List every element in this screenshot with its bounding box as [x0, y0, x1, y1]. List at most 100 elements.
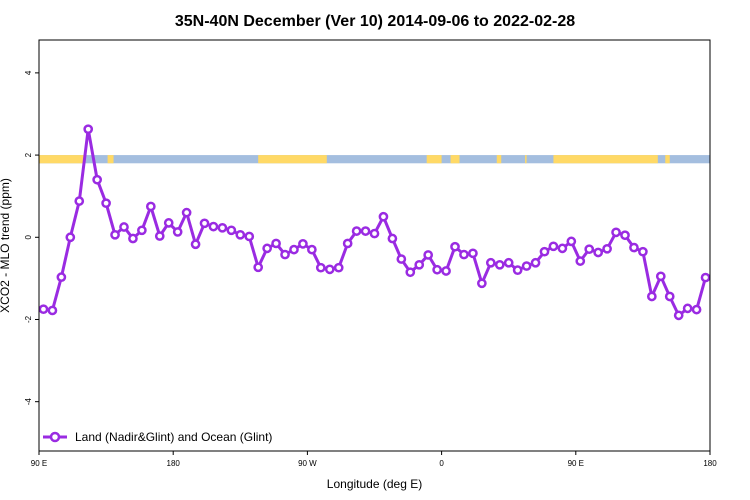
data-point [638, 246, 648, 257]
data-point [65, 232, 76, 243]
data-point [691, 304, 702, 315]
data-point [172, 227, 183, 237]
data-point [163, 218, 174, 228]
x-axis-label: Longitude (deg E) [327, 477, 422, 491]
data-point [414, 259, 425, 270]
data-point [92, 174, 103, 185]
data-point [342, 238, 353, 249]
data-point [423, 250, 434, 260]
data-point [190, 239, 201, 250]
x-tick-label: 90 E [568, 459, 584, 468]
y-tick-label: -4 [24, 398, 33, 406]
data-point [629, 242, 639, 253]
data-point [145, 201, 156, 212]
data-point [700, 272, 711, 283]
data-point [405, 267, 416, 278]
chart-title: 35N-40N December (Ver 10) 2014-09-06 to … [175, 13, 575, 30]
data-point [208, 221, 219, 232]
axes: 90 E 180 90 W 0 90 E 180 -4 -2 0 2 4 [24, 70, 717, 468]
data-point [620, 230, 630, 241]
data-point [602, 243, 612, 254]
data-point [351, 226, 362, 236]
land-band-segment [258, 155, 327, 164]
data-point [128, 233, 138, 244]
data-point [575, 256, 586, 266]
data-point [315, 262, 326, 273]
data-point [262, 243, 272, 254]
data-point [584, 244, 595, 255]
land-ocean-band [39, 155, 710, 164]
legend: Land (Nadir&Glint) and Ocean (Glint) [43, 430, 272, 444]
legend-marker [49, 431, 61, 443]
data-point [154, 231, 165, 241]
data-point [468, 248, 478, 259]
data-point [396, 254, 407, 264]
data-point [47, 305, 58, 316]
data-point [244, 231, 255, 242]
land-band-segment [107, 155, 114, 164]
data-point [477, 278, 487, 289]
data-point [521, 261, 532, 271]
data-point [38, 304, 49, 315]
data-point [494, 259, 505, 270]
land-band-segment [39, 155, 86, 164]
data-point [378, 211, 389, 222]
data-point [199, 218, 210, 229]
data-point [611, 227, 621, 238]
data-point [646, 291, 657, 302]
data-point [324, 264, 335, 275]
legend-label: Land (Nadir&Glint) and Ocean (Glint) [75, 430, 272, 444]
series-layer [38, 124, 711, 321]
data-point [101, 198, 111, 209]
x-tick-label: 180 [703, 459, 717, 468]
data-point [548, 241, 559, 252]
data-point [441, 266, 451, 276]
data-point [512, 265, 523, 276]
x-tick-label: 90 W [298, 459, 317, 468]
data-point [530, 257, 541, 268]
data-point [459, 249, 469, 260]
data-point [673, 310, 684, 321]
data-point [74, 196, 85, 206]
data-point [298, 239, 308, 249]
land-band-segment [426, 155, 442, 164]
data-point [119, 222, 129, 232]
data-point [226, 225, 237, 236]
data-point [83, 124, 94, 135]
y-tick-label: 2 [24, 152, 33, 157]
data-point [110, 229, 120, 240]
data-point [271, 238, 281, 249]
x-tick-label: 0 [439, 459, 444, 468]
land-band-segment [553, 155, 658, 164]
data-point [137, 225, 147, 236]
data-point [566, 236, 577, 247]
ocean-band [39, 155, 710, 164]
y-tick-label: -2 [24, 315, 33, 323]
land-band-segment [665, 155, 670, 164]
land-band-segment [450, 155, 460, 164]
data-point [539, 246, 550, 257]
data-point [485, 257, 496, 268]
data-point [503, 257, 514, 268]
land-band-segment [496, 155, 502, 164]
data-point [235, 229, 246, 240]
data-point [181, 207, 192, 218]
data-point [682, 303, 693, 314]
data-point [360, 226, 371, 236]
data-point [280, 249, 290, 260]
data-point [289, 244, 299, 255]
data-point [557, 243, 568, 254]
y-tick-label: 0 [24, 235, 33, 240]
data-point [56, 272, 67, 282]
data-point [387, 233, 398, 244]
y-axis-label: XCO2 - MLO trend (ppm) [0, 178, 12, 313]
data-point [307, 244, 317, 255]
land-band-segment [525, 155, 527, 164]
data-point [217, 222, 228, 233]
x-tick-label: 90 E [31, 459, 47, 468]
x-tick-label: 180 [167, 459, 181, 468]
data-point [253, 262, 264, 273]
plot-frame [38, 39, 711, 452]
data-point [333, 262, 344, 273]
